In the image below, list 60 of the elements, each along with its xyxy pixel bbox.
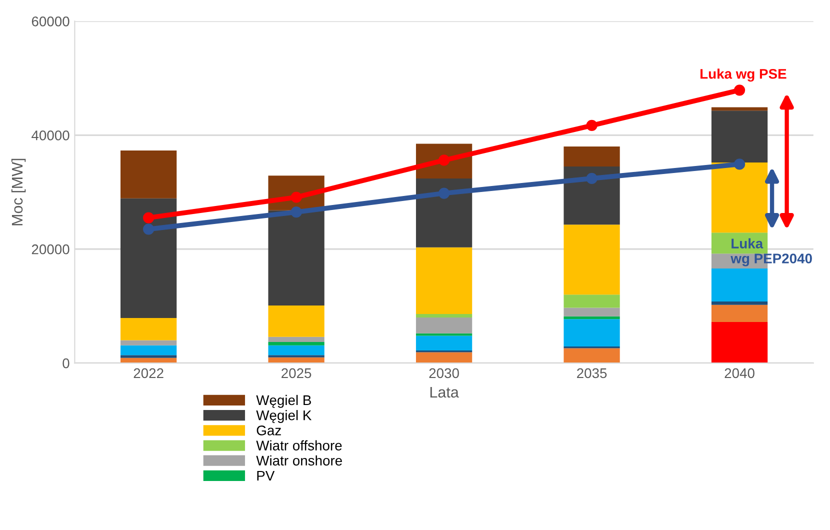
x-tick-label: 2022 [134, 368, 164, 378]
y-tick-label: 0 [62, 358, 70, 368]
legend-label: Gaz [256, 426, 281, 436]
bar [120, 198, 177, 318]
bar [564, 348, 620, 364]
point [734, 84, 746, 96]
bar [416, 178, 472, 248]
bar [416, 352, 472, 364]
legend-label: Węgiel K [256, 410, 312, 423]
bar [711, 107, 768, 111]
bar [120, 345, 177, 356]
x-tick-label: 2025 [282, 368, 312, 378]
bar [120, 150, 177, 198]
x-tick-label: 2035 [577, 368, 607, 378]
x-axis-title: Lata [430, 386, 459, 398]
bar [120, 340, 177, 346]
bar [268, 345, 324, 356]
x-tick-label: 2040 [724, 368, 754, 378]
point [143, 224, 154, 235]
legend-label: Wiatr offshore [256, 440, 342, 450]
bar [120, 318, 177, 340]
bar [711, 268, 768, 302]
point [290, 206, 302, 218]
bar [268, 336, 324, 342]
bar [416, 247, 472, 314]
point [734, 158, 746, 170]
legend-label: PV [257, 470, 275, 481]
y-tick-label: 40000 [32, 130, 70, 140]
y-tick-label: 60000 [32, 16, 70, 26]
bar [268, 210, 324, 306]
legend-label: Węgiel B [256, 394, 311, 408]
bar [564, 166, 620, 225]
bar [416, 314, 472, 318]
bar [711, 162, 768, 233]
bar [416, 336, 472, 351]
legend-label: Wiatr onshore [256, 455, 342, 466]
bar [564, 308, 620, 316]
bar [268, 342, 324, 346]
bar [711, 304, 768, 322]
point [438, 188, 450, 199]
point [586, 120, 598, 132]
bar [564, 146, 620, 166]
bar [268, 306, 324, 337]
bar [711, 302, 768, 305]
y-tick-label: 20000 [32, 244, 70, 254]
x-tick-label: 2030 [429, 368, 459, 378]
bar [120, 355, 177, 358]
bar [564, 294, 620, 308]
bar [711, 110, 768, 162]
point [290, 192, 302, 203]
point [586, 172, 598, 184]
bar [711, 322, 768, 364]
point [438, 154, 450, 166]
point [143, 212, 154, 224]
annotation: Luka wg PSE [700, 68, 786, 82]
bar [416, 317, 472, 334]
bar [564, 319, 620, 347]
annotation: Luka wg PEP2040 [730, 238, 812, 266]
bar [564, 224, 620, 295]
y-axis-title: Moc [MW] [11, 158, 26, 226]
